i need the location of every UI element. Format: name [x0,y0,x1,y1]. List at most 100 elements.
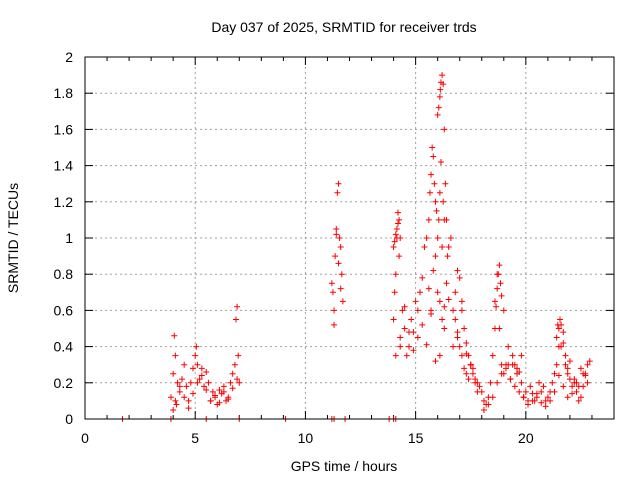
data-point [516,368,523,375]
data-point [434,289,441,296]
data-point [560,339,567,346]
data-point [480,397,487,404]
data-point [439,244,446,251]
data-point [472,376,479,383]
data-point [478,388,485,395]
data-point [558,343,565,350]
data-point [445,296,452,303]
data-point [176,383,183,390]
data-point [566,358,573,365]
data-point [171,332,178,339]
data-point [333,231,340,238]
data-point [514,365,521,372]
data-point [551,370,558,377]
data-point [505,343,512,350]
data-point [425,216,432,223]
data-point [334,189,341,196]
data-point [414,334,421,341]
data-point [443,216,450,223]
data-point [452,316,459,323]
y-tick-label: 1.2 [54,194,74,210]
data-point [220,383,227,390]
data-point [522,388,529,395]
data-point [467,361,474,368]
data-point [229,370,236,377]
data-point [463,370,470,377]
y-tick-label: 0.4 [54,339,74,355]
data-point [194,361,201,368]
data-point [440,198,447,205]
data-point [436,189,443,196]
data-point [571,376,578,383]
data-point [406,329,413,336]
data-point [338,271,345,278]
chart-title: Day 037 of 2025, SRMTID for receiver trd… [211,19,476,35]
data-point [434,235,441,241]
data-point [421,244,428,251]
data-point [544,394,551,401]
data-point [454,329,461,336]
data-point [496,262,503,269]
data-point [391,289,398,296]
data-point [185,397,192,404]
data-point [419,321,426,328]
data-point [518,352,525,359]
data-point [394,220,401,227]
data-point [564,394,571,401]
data-point [584,379,591,386]
data-point [555,325,562,332]
y-tick-label: 1 [65,230,73,246]
data-point [549,379,556,386]
data-point [553,334,560,341]
data-point [333,225,340,232]
data-point [425,285,432,292]
data-point [536,379,543,386]
data-point [203,387,210,394]
data-point [494,285,501,292]
y-tick-label: 0.6 [54,302,74,318]
data-point [428,171,435,178]
data-point [469,365,476,372]
data-point [436,298,443,305]
x-tick-label: 10 [298,430,314,446]
data-point [423,235,430,241]
data-point [575,383,582,390]
data-point [577,365,584,372]
data-point [190,365,197,372]
data-point [555,372,562,379]
data-point [181,361,188,368]
data-point [394,209,401,216]
data-point [429,144,436,151]
data-point [172,397,179,404]
data-point [396,216,403,223]
data-point [491,325,498,332]
data-point [436,352,443,359]
x-axis-label: GPS time / hours [291,458,398,474]
data-point [507,376,514,383]
data-point [412,298,419,305]
data-point [328,280,335,287]
data-point [235,352,242,359]
data-point [220,388,227,395]
data-point [207,397,214,404]
tick-labels: 0 5 10 15 20 0 0.2 0.4 0.6 0.8 1 1.2 1.4 1.6 1.8 2 [54,49,534,446]
data-point [542,403,549,410]
y-tick-label: 0.8 [54,266,74,282]
data-point [577,394,584,401]
ticks [84,56,614,420]
data-point [441,303,448,310]
data-point [440,81,447,88]
data-point [173,401,180,408]
data-point [452,289,459,296]
data-point [509,352,516,359]
data-point [573,388,580,395]
data-point [461,325,468,332]
data-point [444,253,451,260]
data-point [433,207,440,214]
y-tick-label: 1.6 [54,121,74,137]
data-point [435,216,442,223]
data-point [540,383,547,390]
data-point [337,244,344,251]
data-point [419,274,426,281]
